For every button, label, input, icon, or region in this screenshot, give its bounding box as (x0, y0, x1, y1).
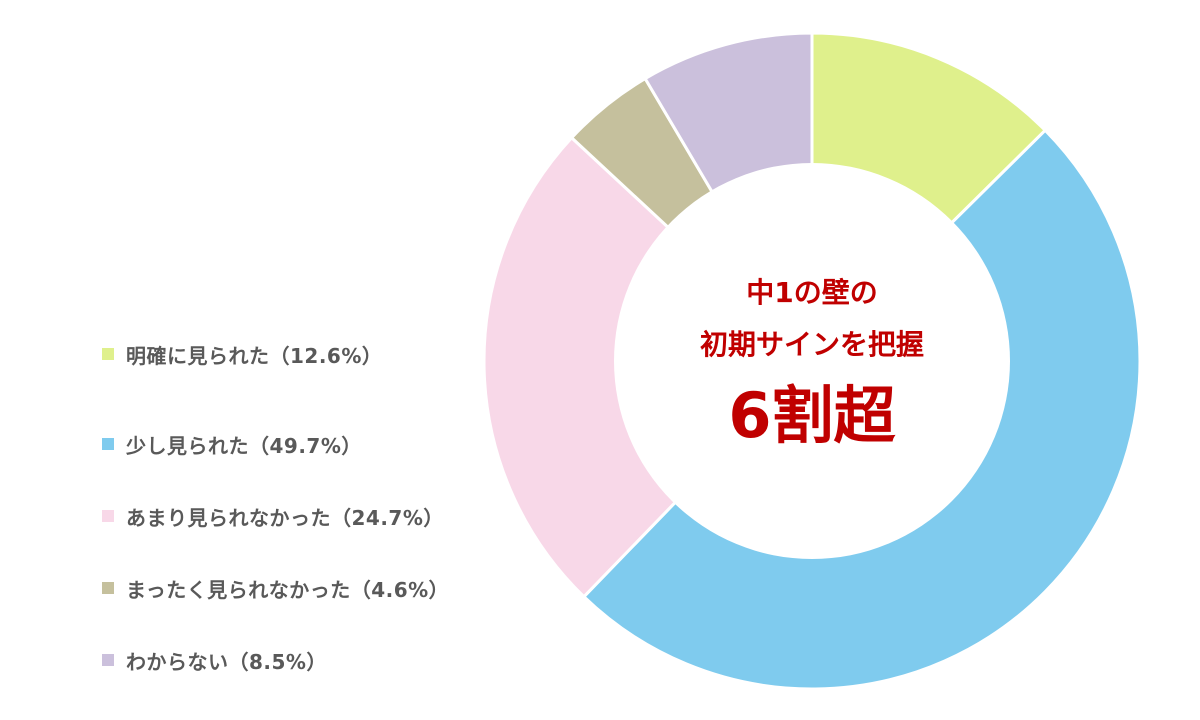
legend-swatch-clearly-seen (102, 348, 114, 360)
legend-item-clearly-seen: 明確に見られた（12.6%） (102, 336, 449, 372)
legend-label-somewhat-seen: 少し見られた（49.7%） (126, 433, 362, 458)
legend-item-unknown: わからない（8.5%） (102, 624, 449, 696)
center-label-line-1: 中1の壁の (746, 276, 877, 309)
center-label-line-2: 初期サインを把握 (700, 328, 924, 361)
legend-item-rarely-seen: あまり見られなかった（24.7%） (102, 480, 449, 552)
legend-swatch-somewhat-seen (102, 438, 114, 450)
legend-item-not-seen: まったく見られなかった（4.6%） (102, 552, 449, 624)
chart-legend: 明確に見られた（12.6%） 少し見られた（49.7%） あまり見られなかった（… (102, 336, 449, 696)
legend-label-rarely-seen: あまり見られなかった（24.7%） (126, 505, 444, 530)
legend-swatch-rarely-seen (102, 510, 114, 522)
legend-swatch-not-seen (102, 582, 114, 594)
legend-label-not-seen: まったく見られなかった（4.6%） (126, 577, 450, 602)
legend-swatch-unknown (102, 654, 114, 666)
legend-label-unknown: わからない（8.5%） (126, 649, 327, 674)
legend-item-somewhat-seen: 少し見られた（49.7%） (102, 408, 449, 480)
donut-hole (614, 163, 1010, 559)
center-label-line-3: 6割超 (728, 379, 896, 452)
legend-label-clearly-seen: 明確に見られた（12.6%） (126, 343, 383, 368)
